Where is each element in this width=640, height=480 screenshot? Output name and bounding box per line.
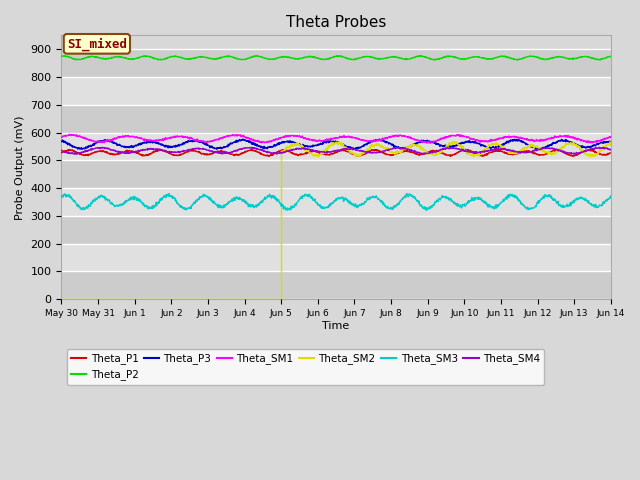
X-axis label: Time: Time: [323, 321, 349, 331]
Bar: [61, 271, 611, 299]
Bar: [61, 77, 611, 105]
Legend: Theta_P1, Theta_P2, Theta_P3, Theta_SM1, Theta_SM2, Theta_SM3, Theta_SM4: Theta_P1, Theta_P2, Theta_P3, Theta_SM1,…: [67, 349, 544, 384]
Bar: [61, 244, 611, 271]
Text: SI_mixed: SI_mixed: [67, 37, 127, 50]
Bar: [61, 216, 611, 244]
Bar: [61, 105, 611, 132]
Bar: [61, 132, 611, 160]
Y-axis label: Probe Output (mV): Probe Output (mV): [15, 115, 25, 219]
Title: Theta Probes: Theta Probes: [286, 15, 387, 30]
Bar: [61, 49, 611, 77]
Bar: [61, 160, 611, 188]
Bar: [61, 188, 611, 216]
